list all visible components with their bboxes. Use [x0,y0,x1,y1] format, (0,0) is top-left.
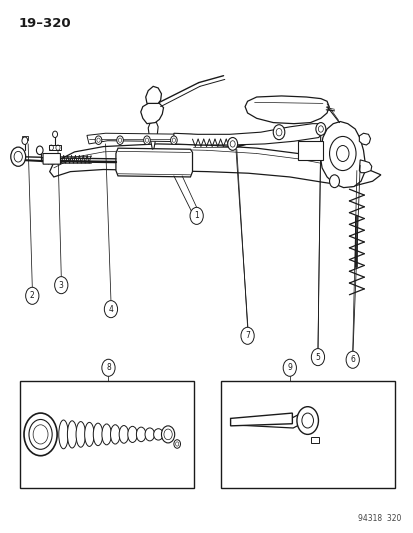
Circle shape [36,146,43,155]
Circle shape [102,359,115,376]
Text: 5: 5 [315,353,320,361]
Polygon shape [87,133,211,144]
Ellipse shape [102,424,111,445]
Text: 94318  320: 94318 320 [357,514,401,523]
FancyBboxPatch shape [310,437,318,443]
Circle shape [296,407,318,434]
Circle shape [273,125,284,140]
Circle shape [55,277,68,294]
Text: 9: 9 [287,364,292,372]
Circle shape [240,327,254,344]
Text: 2: 2 [30,292,35,300]
Text: 3: 3 [59,281,64,289]
Ellipse shape [84,422,94,447]
Circle shape [161,426,174,443]
FancyBboxPatch shape [297,141,322,160]
Circle shape [52,131,57,138]
Text: 7: 7 [244,332,249,340]
Circle shape [190,207,203,224]
Ellipse shape [128,426,137,442]
Circle shape [311,349,324,366]
Polygon shape [145,86,161,103]
Polygon shape [50,144,380,187]
Polygon shape [148,122,158,149]
Circle shape [104,301,117,318]
Circle shape [173,440,180,448]
Circle shape [26,287,39,304]
Polygon shape [358,160,371,173]
Ellipse shape [93,423,102,446]
Text: 4: 4 [108,305,113,313]
Ellipse shape [110,425,120,444]
FancyBboxPatch shape [221,381,394,488]
Polygon shape [231,414,299,428]
Polygon shape [140,102,163,124]
Circle shape [24,413,57,456]
Ellipse shape [136,427,145,442]
Ellipse shape [67,421,77,448]
Circle shape [143,136,150,144]
Polygon shape [358,133,370,145]
Circle shape [11,147,26,166]
Polygon shape [173,124,321,145]
Circle shape [170,136,177,144]
Circle shape [95,136,102,144]
Polygon shape [320,122,364,188]
Text: 8: 8 [106,364,111,372]
Circle shape [329,136,355,171]
Ellipse shape [153,429,163,440]
Circle shape [315,123,325,135]
Circle shape [22,137,28,144]
Ellipse shape [119,425,128,443]
Text: 6: 6 [349,356,354,364]
Ellipse shape [59,420,68,449]
Circle shape [345,351,358,368]
FancyBboxPatch shape [21,136,28,140]
FancyBboxPatch shape [20,381,193,488]
FancyBboxPatch shape [43,154,60,164]
Polygon shape [116,148,192,177]
Polygon shape [244,96,328,124]
Polygon shape [230,413,292,426]
Ellipse shape [76,422,85,447]
Text: 19–320: 19–320 [19,17,71,30]
FancyBboxPatch shape [49,145,61,150]
Circle shape [116,136,123,144]
Circle shape [329,175,339,188]
Text: 1: 1 [194,212,199,220]
Circle shape [227,138,237,150]
Ellipse shape [145,428,154,441]
Circle shape [282,359,296,376]
